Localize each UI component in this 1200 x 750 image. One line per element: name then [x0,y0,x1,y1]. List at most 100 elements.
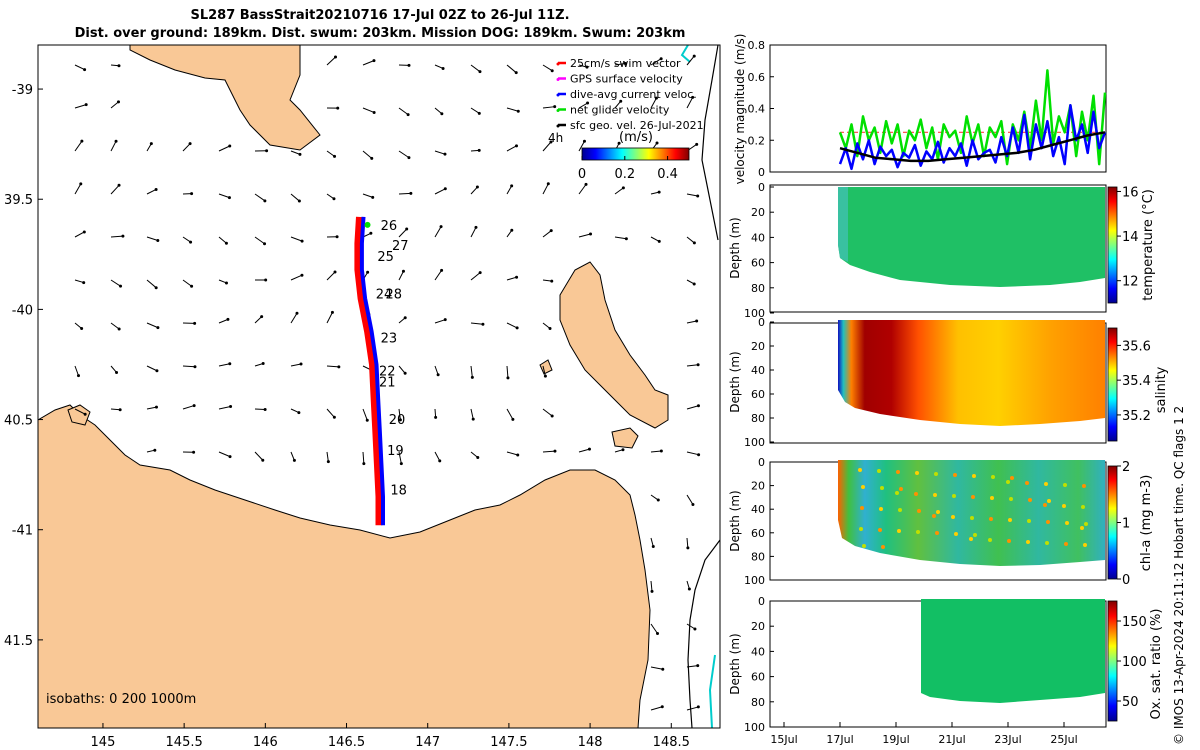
geo-vector-head [332,197,336,201]
chla-point [1027,519,1031,523]
geo-vector [470,227,477,238]
geo-vector-head [511,417,515,421]
chla-point [972,474,976,478]
temperature-panel: 0 20 40 60 80 100 Depth (m) 16 14 12 temperatur… [728,181,1156,320]
legend-swatch-tail [556,93,560,97]
geo-vector-head [263,199,267,203]
geo-vector-head [624,237,628,241]
colorbar-tick-label: 0 [1122,573,1130,588]
depth-tick-label: 40 [751,231,765,244]
depth-tick-label: 60 [751,671,765,684]
geo-vector-head [584,182,588,186]
oxygen-panel: 0 20 40 60 80 100 Depth (m) 150 100 50 Ox. sat.… [728,595,1164,734]
geo-vector-head [156,238,160,242]
depth-tick-label: 40 [751,645,765,658]
geo-vector [110,140,117,152]
geo-vector-head [548,326,552,330]
chla-point [1009,497,1013,501]
geo-vector-head [470,375,474,379]
flinders-island [559,261,669,429]
chla-point [916,530,920,534]
geo-vector [542,64,553,72]
geo-vector-head [229,404,233,408]
map-y-tick-label: -40 [12,303,33,318]
depth-tick-label: 40 [751,364,765,377]
king-island [67,404,91,426]
geo-vector-head [506,376,510,380]
geo-vector-head [691,95,695,99]
day-label: 22 [379,364,396,379]
geo-vector-head [695,142,699,146]
geo-vector-head [300,239,304,243]
geo-vector [398,192,411,195]
geo-vector-head [372,59,376,63]
geo-vector-head [335,235,339,239]
geo-vector-head [407,63,411,67]
geo-vector [686,623,696,630]
geo-vector-head [398,418,402,422]
geo-vector-head [192,450,196,454]
geo-vector-head [333,270,337,274]
geo-vector-head [443,152,447,156]
geo-vector-head [692,241,696,245]
geo-vector-head [82,230,86,234]
day-label: 23 [381,331,398,346]
track-current-vectors [359,216,385,526]
geo-vector-head [696,664,700,668]
chla-point [862,544,866,548]
geo-vector [110,101,119,109]
geo-vector [686,55,695,66]
geo-vector [146,189,157,195]
velocity-y-tick-label: 0 [758,166,765,179]
geo-vector [362,150,373,159]
chla-point [1062,504,1066,508]
chla-point [860,506,864,510]
chla-point [936,510,940,514]
geo-vector-head [617,141,621,145]
chla-point [1026,540,1030,544]
chla-point [989,517,993,521]
day-label: 18 [390,483,407,498]
geo-vector-head [80,139,84,143]
geo-vector [326,451,329,462]
geo-vector-head [153,448,157,452]
depth-tick-label: 100 [744,307,765,320]
isobath-label: isobaths: 0 200 1000m [46,692,196,707]
chla-point [990,496,994,500]
day-label: 21 [379,376,396,391]
geo-vector [182,279,192,287]
depth-tick-label: 0 [758,316,765,329]
geo-vector-head [623,62,627,66]
geo-vector [218,318,229,324]
geo-vector [74,64,85,71]
chla-point [881,545,885,549]
geo-vector-head [587,447,591,451]
geo-vector-head [117,183,121,187]
geo-vector-head [434,415,438,419]
colorbar-tick-label: 35.2 [1122,409,1151,424]
geo-vector [74,104,87,109]
colorbar-tick-label: 150 [1122,615,1147,630]
chla-point [1006,480,1010,484]
depth-tick-label: 60 [751,257,765,270]
geo-vector-head [76,374,80,378]
chla-point [971,495,975,499]
geo-vector-head [115,370,119,374]
geo-vector-head [692,54,696,58]
geo-vector-head [481,322,485,326]
legend-swatch-tail [556,78,560,81]
geo-vector-head [263,407,267,411]
geo-vector-head [696,404,700,408]
time-tick-label: 19Jul [882,733,909,746]
geo-vector [398,228,408,238]
geo-vector [470,365,473,378]
map-y-axis: -39 39.5 -40 40.5 -41 41.5 [4,83,43,649]
colorbar-tick-label: 100 [1122,655,1147,670]
geo-vector [542,106,555,109]
colorbar-tick-label: 14 [1122,230,1139,245]
geo-vector [470,64,481,73]
geo-vector-head [543,374,547,378]
geo-vector-head [189,240,193,244]
geo-vector-head [299,362,303,366]
